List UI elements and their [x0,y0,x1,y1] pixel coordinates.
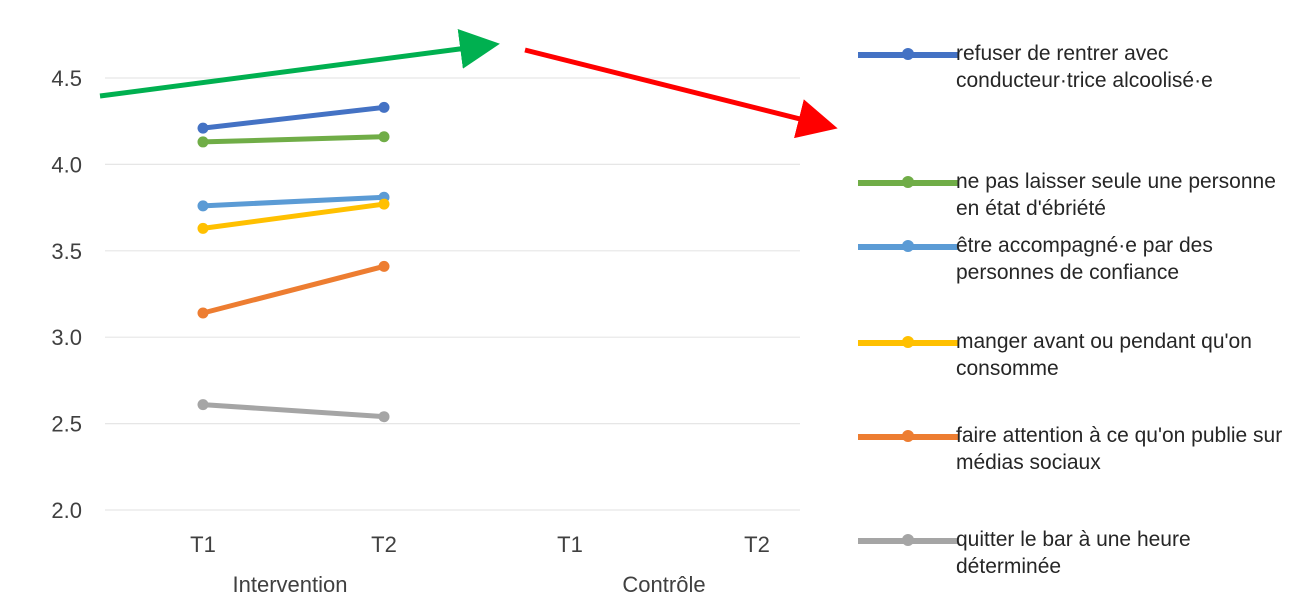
x-tick-label: T2 [371,532,397,557]
data-point [197,136,209,148]
data-point [197,122,209,134]
legend-label: faire attention à ce qu'on publie sur mé… [956,424,1283,474]
series-line [200,104,387,131]
legend-label: être accompagné·e par des personnes de c… [956,234,1213,284]
series-line [200,194,387,209]
legend-label: ne pas laisser seule une personne en éta… [956,170,1276,220]
annotation-arrow [99,29,500,99]
series-line [200,263,387,316]
data-point [197,307,209,319]
data-point [197,222,209,234]
legend-label: quitter le bar à une heure déterminée [956,528,1191,578]
data-point [378,198,390,210]
series-line [200,201,387,231]
x-tick-label: T2 [744,532,770,557]
legend-swatch [858,430,958,442]
data-point [378,131,390,143]
y-tick-label: 2.5 [51,412,82,437]
legend-swatch [858,48,958,60]
legend-swatch [858,176,958,188]
data-point [197,399,209,411]
annotation-arrow [524,47,838,139]
x-axis: T1 T2 Intervention T1 T2 Contrôle [190,532,770,597]
data-point [378,260,390,272]
x-group-label: Intervention [233,572,348,597]
series-lines [197,101,390,423]
x-tick-label: T1 [190,532,216,557]
y-tick-label: 3.5 [51,239,82,264]
y-axis: 2.0 2.5 3.0 3.5 4.0 4.5 [51,66,82,523]
legend-swatch [858,336,958,348]
y-tick-label: 4.0 [51,152,82,177]
legend-swatch [858,534,958,546]
legend-swatch [858,240,958,252]
y-tick-label: 4.5 [51,66,82,91]
x-tick-label: T1 [557,532,583,557]
data-point [378,411,390,423]
y-tick-label: 2.0 [51,498,82,523]
legend-label: refuser de rentrer avec conducteur·trice… [956,42,1213,92]
data-point [197,200,209,212]
data-point [378,101,390,113]
x-group-label: Contrôle [622,572,705,597]
legend-label: manger avant ou pendant qu'on consomme [956,330,1252,380]
series-line [200,134,387,145]
y-tick-label: 3.0 [51,325,82,350]
annotation-arrows [99,29,838,139]
series-line [200,402,387,420]
